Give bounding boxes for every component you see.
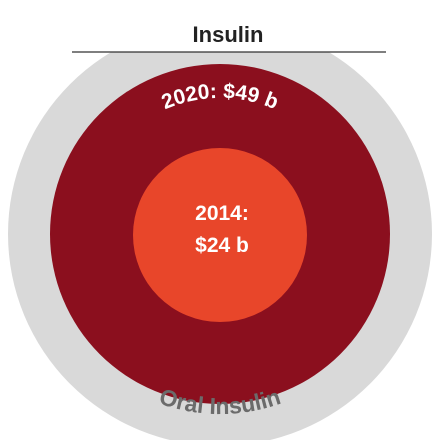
inner-circle [133,148,307,322]
title: Insulin [193,22,264,47]
inner-label-line: 2014: [195,202,249,225]
header-band [0,0,440,52]
inner-label-line: $24 b [195,234,249,257]
